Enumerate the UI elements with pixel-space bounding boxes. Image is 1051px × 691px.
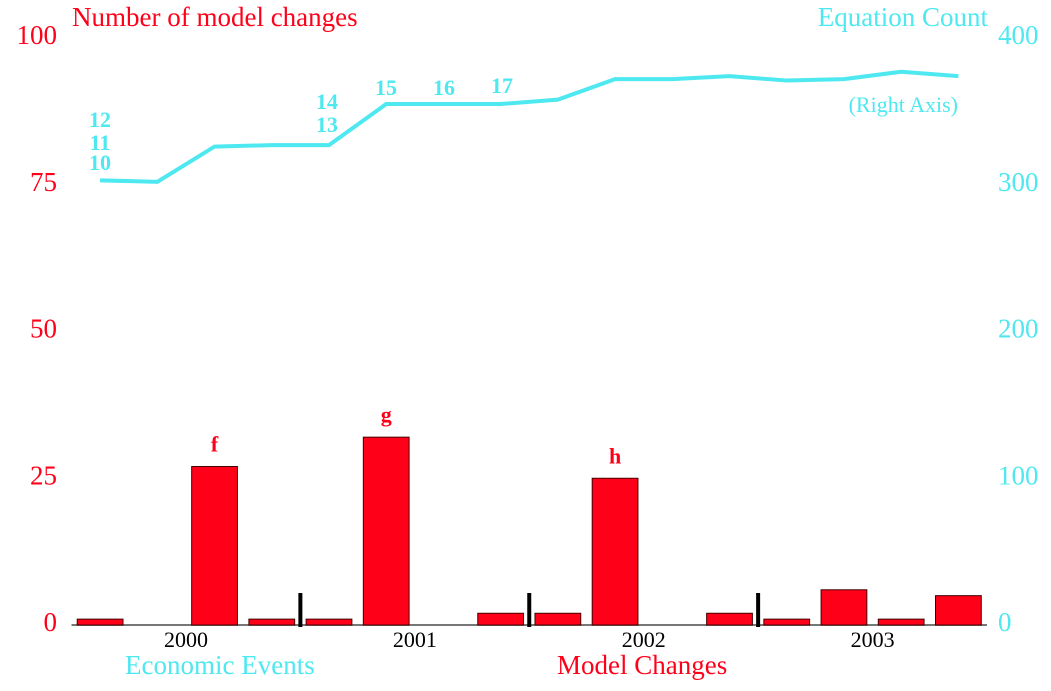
line-annotation: 16 [433,75,455,100]
year-label: 2001 [393,627,437,652]
y2-tick-label: 0 [998,607,1012,637]
year-label: 2000 [164,627,208,652]
bar [591,477,639,626]
line-annotation: 14 [316,89,338,114]
bar [305,618,353,626]
y2-tick-label: 200 [998,314,1039,344]
y2-title: Equation Count [818,2,989,32]
bar [362,436,410,626]
line-annotation: 10 [89,150,111,175]
y-tick-label: 75 [30,167,57,197]
bar-annotation: f [211,432,219,457]
y-tick-label: 25 [30,460,57,490]
bar [763,618,811,626]
line-annotation: 13 [316,112,338,137]
chart-title: Number of model changes [72,2,358,32]
line-annotation: 11 [90,130,111,155]
y2-tick-label: 100 [998,460,1039,490]
bar [820,589,868,626]
y2-note: (Right Axis) [849,92,958,117]
y2-tick-label: 300 [998,167,1039,197]
year-label: 2003 [851,627,895,652]
bar [706,612,753,626]
y-tick-label: 0 [44,607,58,637]
y2-tick-label: 400 [998,20,1039,50]
bar [76,618,124,626]
y-tick-label: 100 [17,20,58,50]
legend-economic-events: Economic Events [125,650,315,680]
line-annotation: 17 [491,73,513,98]
bar [248,618,296,626]
line [100,69,959,184]
bar-annotation: h [609,443,621,468]
bar [877,618,925,626]
year-label: 2002 [622,627,666,652]
line-annotation: 15 [375,75,397,100]
bar [534,612,582,626]
y-tick-label: 50 [30,314,57,344]
bar-annotation: g [381,402,392,427]
legend-model-changes: Model Changes [557,650,727,680]
bar [191,466,238,626]
bar [477,612,525,626]
line-annotation: 12 [89,107,111,132]
bar [935,595,982,626]
